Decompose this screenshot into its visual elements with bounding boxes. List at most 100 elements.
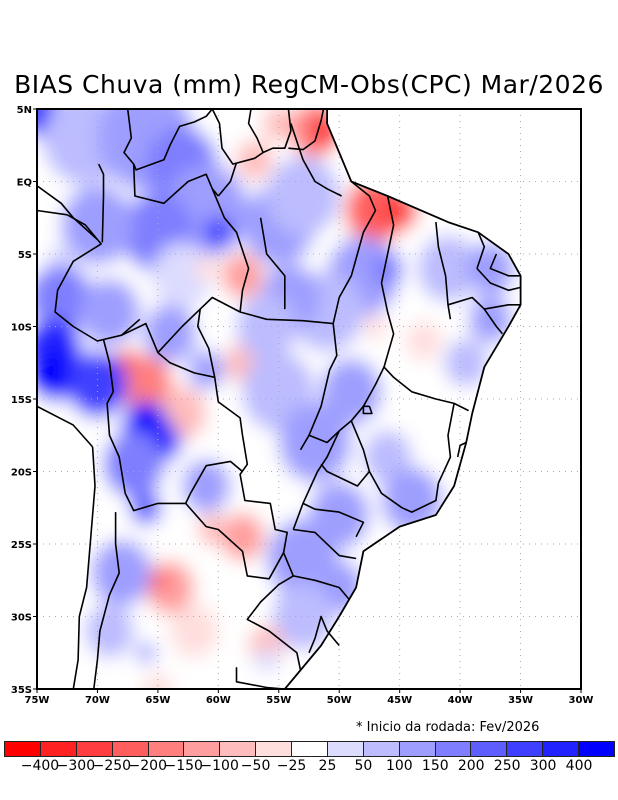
colorbar-label: −100 <box>200 758 239 774</box>
colorbar-swatch <box>543 742 579 756</box>
bias-cell <box>278 402 352 483</box>
border-line <box>456 441 467 458</box>
bias-cell <box>221 253 264 299</box>
colorbar-swatch <box>76 742 113 756</box>
bias-cell <box>37 353 77 402</box>
border-line <box>102 339 244 512</box>
bias-cell <box>143 304 197 364</box>
bias-cell <box>236 139 273 180</box>
bias-cell <box>143 673 173 689</box>
border-line <box>362 405 373 415</box>
lat-tick-label: 25S <box>11 540 32 551</box>
bias-cell <box>405 321 442 361</box>
colorbar-swatch <box>471 742 508 756</box>
bias-cell <box>417 235 479 302</box>
bias-cell <box>197 513 227 546</box>
colorbar-swatch <box>184 742 221 756</box>
colorbar-label: 300 <box>529 758 557 774</box>
bias-cell <box>220 512 265 561</box>
bias-cell <box>266 156 340 236</box>
colorbar-label: 200 <box>457 758 485 774</box>
colorbar <box>4 741 615 757</box>
bias-cell <box>151 242 213 309</box>
colorbar-swatch <box>399 742 436 756</box>
bias-cell <box>37 264 92 331</box>
border-line <box>380 195 395 368</box>
border-line <box>292 430 340 530</box>
gridlines <box>37 109 581 689</box>
border-line <box>293 575 350 600</box>
colorbar-swatch <box>40 742 77 756</box>
border-line <box>37 185 104 342</box>
lon-tick-label: 30W <box>569 695 594 706</box>
bias-cell <box>444 338 488 387</box>
lon-tick-label: 50W <box>327 695 352 706</box>
border-line <box>37 209 68 216</box>
border-line <box>299 180 377 451</box>
lon-tick-label: 60W <box>206 695 231 706</box>
border-line <box>103 322 302 671</box>
colorbar-swatch <box>363 742 400 756</box>
border-line <box>97 163 105 243</box>
border-line <box>293 528 357 560</box>
bias-cell <box>263 109 295 141</box>
border-line <box>37 405 94 448</box>
border-line <box>476 231 486 269</box>
bias-cell <box>236 293 297 360</box>
bias-cell <box>67 351 128 418</box>
colorbar-swatch <box>5 742 41 756</box>
colorbar-swatch <box>327 742 364 756</box>
border-line <box>288 109 325 151</box>
coastline <box>284 109 522 689</box>
bias-cell <box>169 604 219 658</box>
colorbar-swatch <box>579 742 614 756</box>
bias-cell <box>91 539 152 607</box>
border-line <box>123 109 213 171</box>
colorbar-label: 50 <box>354 758 373 774</box>
lon-tick-label: 65W <box>145 695 170 706</box>
border-line <box>185 502 285 580</box>
border-line <box>435 222 452 320</box>
bias-cell <box>371 251 404 286</box>
border-line <box>290 123 342 197</box>
lon-tick-label: 40W <box>448 695 473 706</box>
colorbar-swatch <box>292 742 328 756</box>
lat-tick-label: 10S <box>11 323 32 334</box>
border-line <box>383 366 469 412</box>
bias-cell <box>136 642 156 664</box>
bias-cell <box>103 431 164 498</box>
colorbar-label: 100 <box>385 758 413 774</box>
colorbar-swatch <box>220 742 257 756</box>
bias-cell <box>254 646 279 674</box>
border-line <box>437 403 455 484</box>
bias-cell <box>272 583 334 650</box>
border-line <box>247 109 264 153</box>
lat-tick-label: 15S <box>11 395 32 406</box>
bias-cell <box>148 569 168 591</box>
pacific-ocean-mask <box>37 406 95 689</box>
lon-tick-label: 55W <box>266 695 291 706</box>
colorbar-swatch <box>148 742 185 756</box>
colorbar-label: −150 <box>164 758 203 774</box>
bias-cell <box>182 459 231 513</box>
atlantic-ocean-mask <box>284 109 581 689</box>
colorbar-swatch <box>507 742 544 756</box>
colorbar-label: −25 <box>276 758 307 774</box>
colorbar-label: −200 <box>128 758 167 774</box>
bias-map: 75W 70W 65W 60W 55W 50W 45W 40W 35W 30W 5N EQ 5S 10S 1… <box>11 105 594 706</box>
border-line <box>320 420 371 487</box>
lat-tick-label: 5S <box>18 250 32 261</box>
border-line <box>217 162 238 197</box>
axis-ticks: 75W 70W 65W 60W 55W 50W 45W 40W 35W 30W 5N EQ 5S 10S 1… <box>11 105 594 706</box>
bias-cell <box>61 185 134 265</box>
bias-cell <box>194 255 219 282</box>
colorbar-swatch <box>256 742 292 756</box>
lat-tick-label: EQ <box>17 178 32 189</box>
bias-cell <box>188 350 225 390</box>
colorbar-label: 250 <box>493 758 521 774</box>
border-line <box>302 502 365 538</box>
political-borders <box>37 109 522 689</box>
bias-cell <box>119 355 173 414</box>
border-line <box>121 318 141 336</box>
lon-tick-label: 45W <box>387 695 412 706</box>
